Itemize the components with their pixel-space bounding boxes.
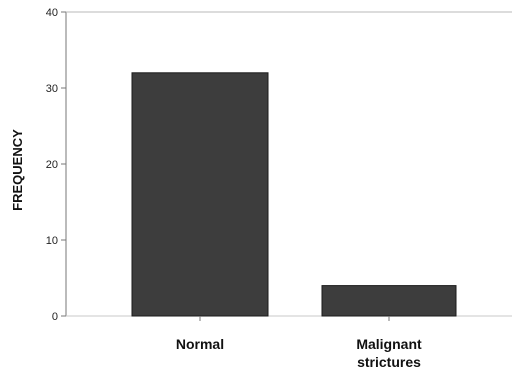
x-tick-label: Normal bbox=[176, 336, 224, 352]
bar-malignant-strictures bbox=[321, 285, 457, 317]
y-tick-label: 10 bbox=[46, 235, 58, 247]
x-tick-label: Malignant bbox=[356, 336, 422, 352]
x-tick-label: strictures bbox=[357, 354, 421, 370]
y-tick-label: 0 bbox=[52, 311, 58, 323]
bar-normal bbox=[131, 72, 269, 317]
y-tick-label: 30 bbox=[46, 83, 58, 95]
y-tick-label: 40 bbox=[46, 7, 58, 19]
y-axis-title: FREQUENCY bbox=[10, 129, 25, 211]
y-tick-label: 20 bbox=[46, 159, 58, 171]
